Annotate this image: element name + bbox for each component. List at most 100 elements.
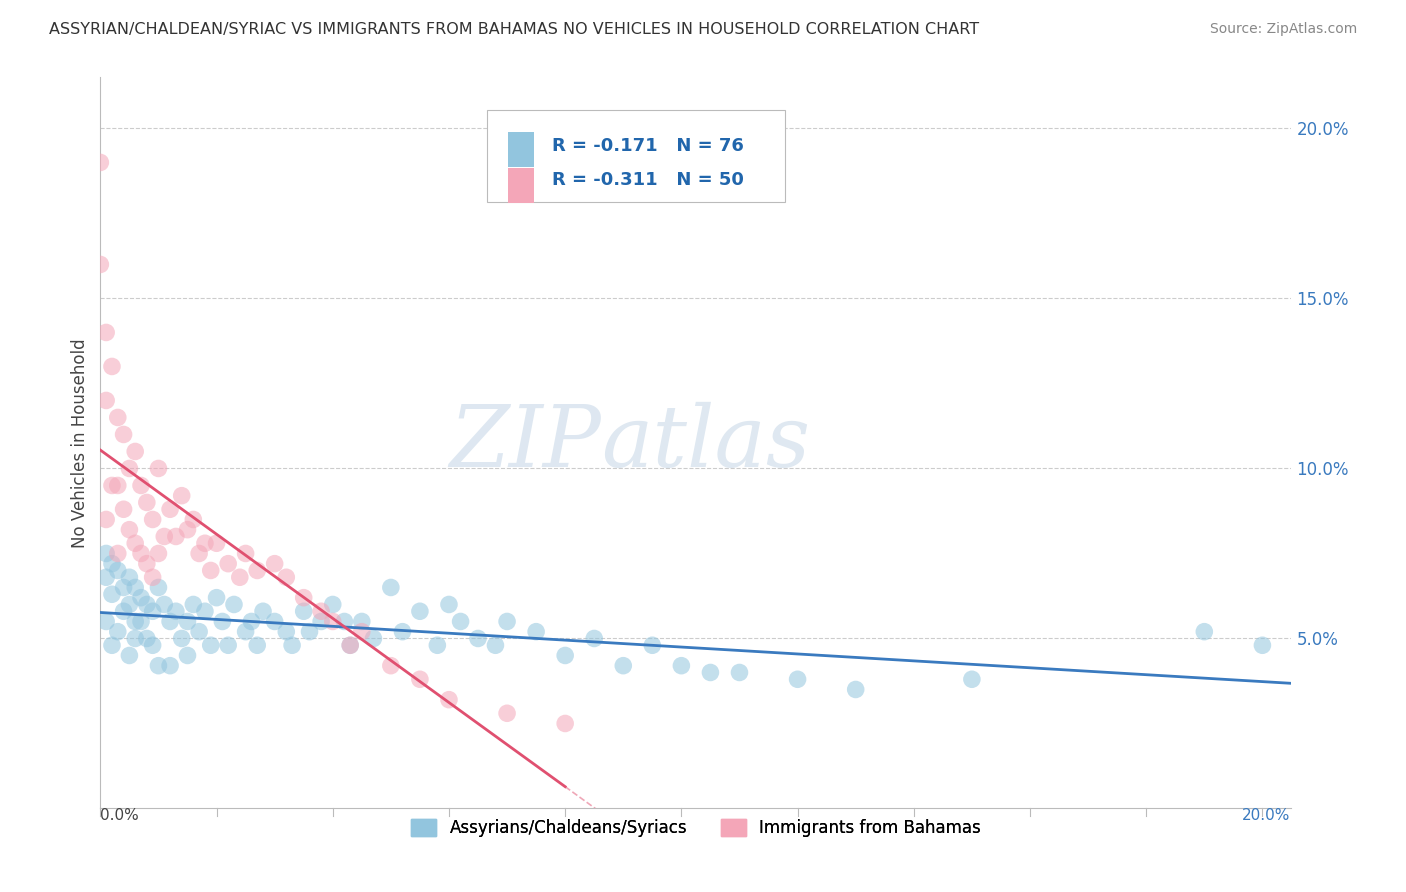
Point	[298, 624, 321, 639]
Point	[188, 546, 211, 560]
Point	[176, 648, 198, 663]
Point	[194, 536, 217, 550]
Point	[467, 632, 489, 646]
Point	[124, 536, 146, 550]
Point	[217, 557, 239, 571]
Point	[159, 615, 181, 629]
Point	[148, 546, 170, 560]
Point	[118, 523, 141, 537]
Point	[641, 638, 664, 652]
Point	[124, 444, 146, 458]
Y-axis label: No Vehicles in Household: No Vehicles in Household	[72, 338, 89, 548]
Point	[276, 624, 298, 639]
Point	[391, 624, 413, 639]
FancyBboxPatch shape	[508, 132, 534, 167]
Point	[96, 512, 118, 526]
Point	[252, 604, 274, 618]
Point	[112, 604, 135, 618]
Point	[107, 478, 129, 492]
Point	[409, 604, 432, 618]
Point	[159, 658, 181, 673]
Point	[322, 615, 344, 629]
Point	[583, 632, 606, 646]
Point	[89, 155, 111, 169]
Point	[148, 461, 170, 475]
Point	[129, 591, 152, 605]
Point	[135, 632, 157, 646]
Point	[96, 615, 118, 629]
Point	[112, 427, 135, 442]
Text: ZIP: ZIP	[449, 401, 600, 484]
Point	[350, 624, 373, 639]
Point	[960, 673, 983, 687]
Point	[786, 673, 808, 687]
Point	[135, 557, 157, 571]
Point	[124, 632, 146, 646]
Point	[1194, 624, 1216, 639]
Point	[222, 598, 245, 612]
Point	[107, 564, 129, 578]
Point	[129, 615, 152, 629]
Text: ASSYRIAN/CHALDEAN/SYRIAC VS IMMIGRANTS FROM BAHAMAS NO VEHICLES IN HOUSEHOLD COR: ASSYRIAN/CHALDEAN/SYRIAC VS IMMIGRANTS F…	[49, 22, 980, 37]
Point	[153, 529, 176, 543]
Point	[554, 716, 576, 731]
Point	[181, 598, 204, 612]
Point	[211, 615, 233, 629]
Point	[96, 393, 118, 408]
Point	[170, 489, 193, 503]
Point	[484, 638, 506, 652]
Text: R = -0.171   N = 76: R = -0.171 N = 76	[551, 137, 744, 155]
Point	[205, 591, 228, 605]
Point	[496, 706, 519, 721]
Point	[135, 598, 157, 612]
Point	[496, 615, 519, 629]
Point	[96, 570, 118, 584]
Point	[322, 598, 344, 612]
Point	[235, 546, 257, 560]
Point	[1251, 638, 1274, 652]
Point	[292, 591, 315, 605]
Point	[176, 615, 198, 629]
Point	[107, 624, 129, 639]
Point	[181, 512, 204, 526]
Point	[124, 581, 146, 595]
Point	[845, 682, 868, 697]
Point	[235, 624, 257, 639]
Point	[350, 615, 373, 629]
FancyBboxPatch shape	[508, 168, 534, 203]
Point	[142, 570, 165, 584]
Point	[148, 581, 170, 595]
Point	[176, 523, 198, 537]
Point	[281, 638, 304, 652]
Point	[129, 546, 152, 560]
Point	[129, 478, 152, 492]
Point	[450, 615, 472, 629]
Point	[339, 638, 361, 652]
Point	[107, 546, 129, 560]
Point	[118, 648, 141, 663]
Point	[671, 658, 693, 673]
Point	[159, 502, 181, 516]
Point	[380, 658, 402, 673]
Point	[437, 598, 460, 612]
Point	[101, 359, 124, 374]
Point	[339, 638, 361, 652]
Point	[217, 638, 239, 652]
Text: Source: ZipAtlas.com: Source: ZipAtlas.com	[1209, 22, 1357, 37]
Point	[96, 326, 118, 340]
Point	[437, 692, 460, 706]
Point	[142, 512, 165, 526]
Point	[107, 410, 129, 425]
Point	[118, 570, 141, 584]
Point	[363, 632, 385, 646]
Point	[112, 581, 135, 595]
Point	[101, 638, 124, 652]
Point	[263, 615, 285, 629]
Point	[200, 638, 222, 652]
Point	[153, 598, 176, 612]
Text: atlas: atlas	[600, 401, 810, 484]
Point	[142, 604, 165, 618]
FancyBboxPatch shape	[488, 111, 785, 202]
Point	[170, 632, 193, 646]
Point	[263, 557, 285, 571]
